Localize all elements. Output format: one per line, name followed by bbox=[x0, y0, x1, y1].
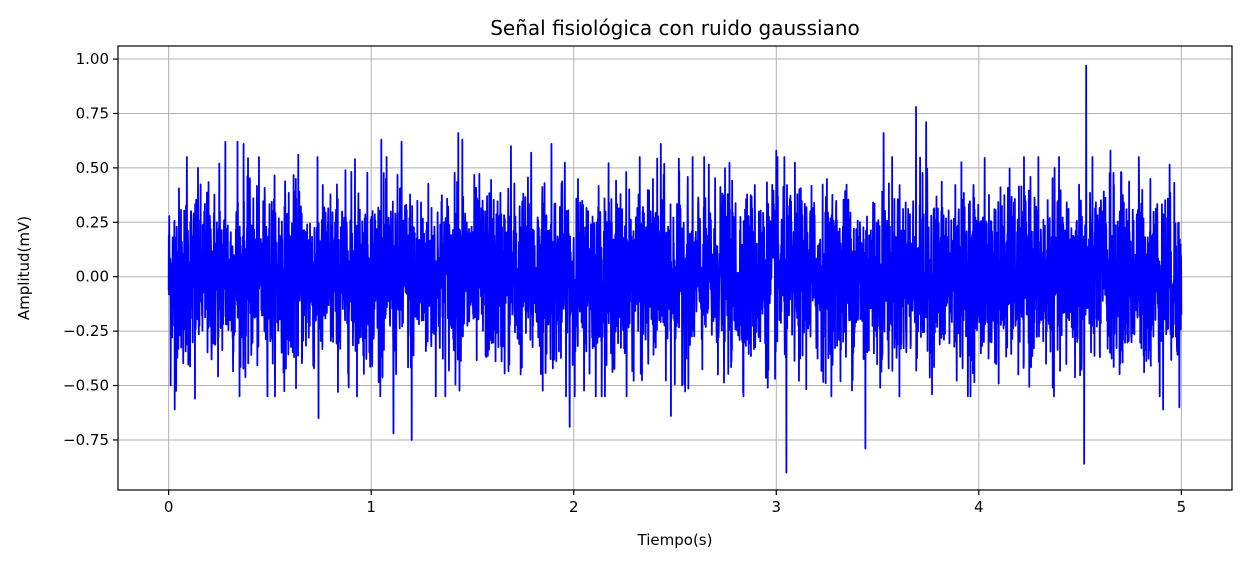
series-line bbox=[167, 64, 1183, 474]
x-tick-label: 3 bbox=[771, 498, 781, 516]
y-tick-label: 0.25 bbox=[76, 213, 109, 231]
x-tick-label: 2 bbox=[569, 498, 579, 516]
chart-title: Señal fisiológica con ruido gaussiano bbox=[490, 16, 860, 40]
x-tick-label: 0 bbox=[164, 498, 174, 516]
series-layer bbox=[167, 64, 1183, 474]
y-tick-label: 0.75 bbox=[76, 104, 109, 122]
x-tick-label: 5 bbox=[1177, 498, 1187, 516]
y-tick-label: 1.00 bbox=[76, 50, 109, 68]
y-axis-label: Amplitud(mV) bbox=[15, 216, 33, 320]
y-tick-label: −0.25 bbox=[63, 322, 109, 340]
x-tick-label: 1 bbox=[366, 498, 376, 516]
x-tick-label: 4 bbox=[974, 498, 984, 516]
y-tick-label: 0.00 bbox=[76, 268, 109, 286]
y-axis: −0.75 −0.50 −0.25 0.00 0.25 0.50 0.75 1.00 bbox=[63, 50, 118, 449]
y-tick-label: 0.50 bbox=[76, 159, 109, 177]
y-tick-label: −0.75 bbox=[63, 431, 109, 449]
x-axis-label: Tiempo(s) bbox=[637, 531, 713, 549]
x-axis: 0 1 2 3 4 5 bbox=[164, 490, 1186, 516]
y-tick-label: −0.50 bbox=[63, 377, 109, 395]
plot-frame bbox=[117, 45, 1233, 491]
